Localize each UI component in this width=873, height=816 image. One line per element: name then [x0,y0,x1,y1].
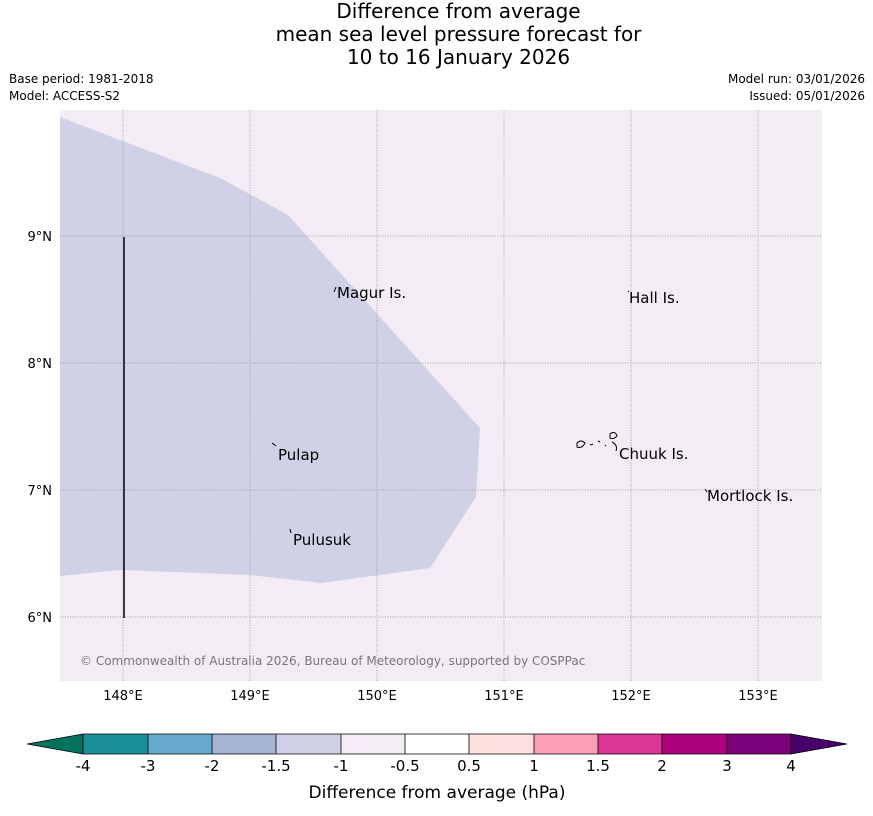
place-pulap: Pulap [278,446,319,464]
colorbar-bin-10 [662,734,727,754]
cb-tick: -4 [76,757,91,775]
lon-tick-labels: 148°E 149°E 150°E 151°E 152°E 153°E [103,689,778,704]
cb-tick: -3 [141,757,156,775]
hall-island-shape [627,290,630,293]
lon-tick-148e: 148°E [103,689,143,704]
colorbar-bin-4 [276,734,341,754]
cb-tick: 0.5 [457,757,481,775]
colorbar-dividers [82,734,792,754]
place-labels: Magur Is. Hall Is. Pulap Chuuk Is. Mortl… [278,284,793,549]
colorbar-bin-11 [727,734,791,754]
cb-tick: -1.5 [261,757,290,775]
colorbar-extend-low [27,734,83,754]
cb-tick: -2 [205,757,220,775]
cb-tick: 3 [722,757,732,775]
colorbar-bin-2 [148,734,212,754]
gridlines [60,110,822,681]
meta-left: Base period: 1981-2018 Model: ACCESS-S2 [9,71,154,105]
model-name: Model: ACCESS-S2 [9,89,121,103]
title-line-1: Difference from average [336,0,581,23]
colorbar-bin-3 [212,734,276,754]
chuuk-lagoon-shape [576,431,618,452]
cb-tick: 1 [529,757,539,775]
model-run: Model run: 03/01/2026 [727,72,865,86]
base-period: Base period: 1981-2018 [9,72,154,86]
colorbar-bin-5 [341,734,405,754]
colorbar [26,733,848,755]
cb-tick: -1 [334,757,349,775]
title-line-3: 10 to 16 January 2026 [346,45,571,69]
cb-tick: 2 [657,757,667,775]
title-line-2: mean sea level pressure forecast for [275,22,642,46]
place-chuuk: Chuuk Is. [619,445,688,463]
colorbar-tick-labels: -4 -3 -2 -1.5 -1 -0.5 0.5 1 1.5 2 3 4 [76,757,796,775]
meta-right: Model run: 03/01/2026 Issued: 05/01/2026 [728,71,865,105]
lat-tick-6n: 6°N [28,611,53,626]
lon-tick-152e: 152°E [611,689,651,704]
lon-tick-149e: 149°E [230,689,270,704]
colorbar-bin-6 [405,734,469,754]
issued-date: Issued: 05/01/2026 [749,89,865,103]
cb-tick: -0.5 [390,757,419,775]
lon-tick-151e: 151°E [484,689,524,704]
copyright-credit: © Commonwealth of Australia 2026, Bureau… [80,654,585,668]
cb-tick: 1.5 [586,757,610,775]
magur-island-shape [333,286,337,293]
lon-tick-150e: 150°E [357,689,397,704]
place-pulusuk: Pulusuk [293,531,351,549]
cb-tick: 4 [786,757,796,775]
colorbar-extend-high [791,734,847,754]
place-mortlock: Mortlock Is. [707,487,793,505]
island-outlines [271,286,708,534]
map-title: Difference from average mean sea level p… [0,0,873,69]
colorbar-bin-9 [598,734,662,754]
place-hall: Hall Is. [629,289,680,307]
mortlock-island-shape [704,488,708,493]
pulap-island-shape [271,442,277,447]
lat-tick-8n: 8°N [28,357,53,372]
colorbar-bin-8 [534,734,598,754]
pulusuk-island-shape [289,528,292,534]
anomaly-region-negative [60,117,480,583]
lat-tick-7n: 7°N [28,484,53,499]
colorbar-bin-7 [469,734,534,754]
place-magur: Magur Is. [337,284,406,302]
colorbar-bin-1 [83,734,148,754]
colorbar-label: Difference from average (hPa) [309,783,566,803]
lat-tick-labels: 9°N 8°N 7°N 6°N [28,230,53,626]
lat-tick-9n: 9°N [28,230,53,245]
lon-tick-153e: 153°E [738,689,778,704]
